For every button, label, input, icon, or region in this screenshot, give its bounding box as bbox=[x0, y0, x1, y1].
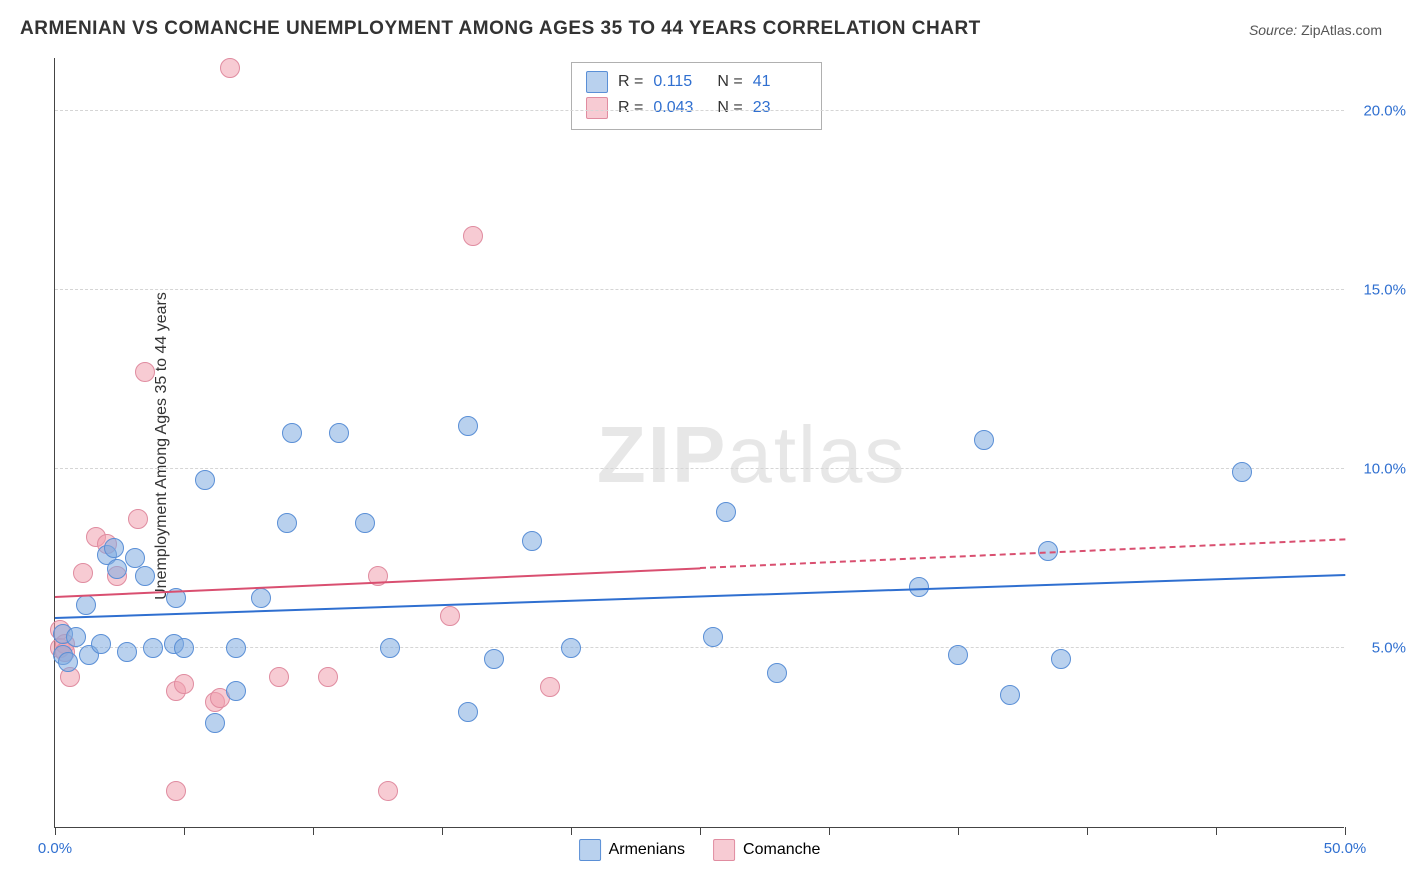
data-point-armenians bbox=[251, 588, 271, 608]
data-point-comanche bbox=[166, 781, 186, 801]
data-point-armenians bbox=[117, 642, 137, 662]
data-point-armenians bbox=[380, 638, 400, 658]
data-point-comanche bbox=[220, 58, 240, 78]
data-point-armenians bbox=[107, 559, 127, 579]
chart-title: ARMENIAN VS COMANCHE UNEMPLOYMENT AMONG … bbox=[20, 18, 981, 40]
data-point-armenians bbox=[974, 430, 994, 450]
chart-container: ARMENIAN VS COMANCHE UNEMPLOYMENT AMONG … bbox=[0, 0, 1406, 892]
y-tick-label: 10.0% bbox=[1363, 460, 1406, 477]
legend-label-comanche: Comanche bbox=[743, 841, 820, 859]
watermark-bold: ZIP bbox=[597, 410, 727, 499]
data-point-armenians bbox=[948, 645, 968, 665]
legend-row-armenians: R = 0.115 N = 41 bbox=[586, 69, 807, 95]
x-tick bbox=[829, 827, 830, 835]
data-point-armenians bbox=[484, 649, 504, 669]
data-point-comanche bbox=[378, 781, 398, 801]
data-point-armenians bbox=[458, 702, 478, 722]
r-value-armenians: 0.115 bbox=[653, 73, 707, 91]
x-tick bbox=[571, 827, 572, 835]
trend-line bbox=[700, 538, 1345, 569]
data-point-comanche bbox=[540, 677, 560, 697]
legend-label-armenians: Armenians bbox=[609, 841, 685, 859]
n-label: N = bbox=[717, 99, 742, 117]
y-tick-label: 20.0% bbox=[1363, 102, 1406, 119]
data-point-armenians bbox=[174, 638, 194, 658]
data-point-armenians bbox=[767, 663, 787, 683]
data-point-comanche bbox=[128, 509, 148, 529]
data-point-armenians bbox=[458, 416, 478, 436]
data-point-armenians bbox=[125, 548, 145, 568]
grid-line bbox=[55, 110, 1344, 111]
legend-item-armenians: Armenians bbox=[579, 839, 685, 861]
data-point-armenians bbox=[277, 513, 297, 533]
grid-line bbox=[55, 647, 1344, 648]
data-point-armenians bbox=[205, 713, 225, 733]
data-point-armenians bbox=[561, 638, 581, 658]
grid-line bbox=[55, 468, 1344, 469]
x-tick-label: 0.0% bbox=[38, 840, 72, 857]
data-point-comanche bbox=[463, 226, 483, 246]
data-point-armenians bbox=[329, 423, 349, 443]
data-point-comanche bbox=[318, 667, 338, 687]
source-label: Source: bbox=[1249, 22, 1297, 38]
legend-item-comanche: Comanche bbox=[713, 839, 820, 861]
x-tick bbox=[184, 827, 185, 835]
x-tick-label: 50.0% bbox=[1324, 840, 1367, 857]
data-point-armenians bbox=[58, 652, 78, 672]
data-point-armenians bbox=[1051, 649, 1071, 669]
data-point-armenians bbox=[91, 634, 111, 654]
x-tick bbox=[958, 827, 959, 835]
data-point-armenians bbox=[522, 531, 542, 551]
correlation-legend: R = 0.115 N = 41 R = 0.043 N = 23 bbox=[571, 62, 822, 130]
data-point-armenians bbox=[66, 627, 86, 647]
data-point-armenians bbox=[143, 638, 163, 658]
legend-row-comanche: R = 0.043 N = 23 bbox=[586, 95, 807, 121]
r-label: R = bbox=[618, 99, 643, 117]
data-point-armenians bbox=[716, 502, 736, 522]
swatch-comanche bbox=[713, 839, 735, 861]
swatch-comanche bbox=[586, 97, 608, 119]
y-tick-label: 15.0% bbox=[1363, 281, 1406, 298]
data-point-armenians bbox=[703, 627, 723, 647]
trend-line bbox=[55, 574, 1345, 619]
data-point-armenians bbox=[104, 538, 124, 558]
x-tick bbox=[313, 827, 314, 835]
data-point-armenians bbox=[195, 470, 215, 490]
watermark: ZIPatlas bbox=[597, 409, 906, 501]
data-point-armenians bbox=[1000, 685, 1020, 705]
n-value-armenians: 41 bbox=[753, 73, 807, 91]
n-label: N = bbox=[717, 73, 742, 91]
data-point-armenians bbox=[1232, 462, 1252, 482]
y-tick-label: 5.0% bbox=[1372, 639, 1406, 656]
data-point-comanche bbox=[269, 667, 289, 687]
plot-area: ZIPatlas R = 0.115 N = 41 R = 0.043 N = … bbox=[54, 58, 1344, 828]
data-point-comanche bbox=[73, 563, 93, 583]
r-value-comanche: 0.043 bbox=[653, 99, 707, 117]
series-legend: Armenians Comanche bbox=[579, 839, 821, 861]
source-attribution: Source: ZipAtlas.com bbox=[1249, 22, 1382, 38]
data-point-armenians bbox=[226, 638, 246, 658]
data-point-armenians bbox=[135, 566, 155, 586]
x-tick bbox=[1345, 827, 1346, 835]
data-point-comanche bbox=[440, 606, 460, 626]
x-tick bbox=[442, 827, 443, 835]
x-tick bbox=[700, 827, 701, 835]
data-point-armenians bbox=[282, 423, 302, 443]
r-label: R = bbox=[618, 73, 643, 91]
data-point-armenians bbox=[355, 513, 375, 533]
data-point-comanche bbox=[135, 362, 155, 382]
data-point-comanche bbox=[174, 674, 194, 694]
swatch-armenians bbox=[586, 71, 608, 93]
x-tick bbox=[55, 827, 56, 835]
watermark-rest: atlas bbox=[727, 410, 906, 499]
grid-line bbox=[55, 289, 1344, 290]
n-value-comanche: 23 bbox=[753, 99, 807, 117]
swatch-armenians bbox=[579, 839, 601, 861]
data-point-armenians bbox=[76, 595, 96, 615]
data-point-armenians bbox=[226, 681, 246, 701]
x-tick bbox=[1216, 827, 1217, 835]
source-value: ZipAtlas.com bbox=[1301, 22, 1382, 38]
x-tick bbox=[1087, 827, 1088, 835]
